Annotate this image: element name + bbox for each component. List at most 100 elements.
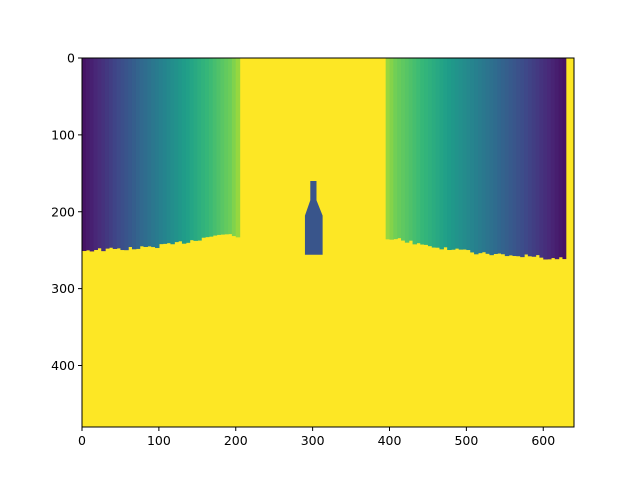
right-depth-gradient-cell	[462, 58, 467, 250]
right-depth-gradient-cell	[508, 58, 514, 256]
y-tick-label: 100	[51, 127, 75, 142]
y-tick-label: 200	[51, 204, 75, 219]
left-depth-gradient-cell	[124, 58, 129, 251]
object-bottle	[304, 181, 323, 255]
left-depth-gradient-cell	[89, 58, 95, 252]
right-depth-gradient-cell	[439, 58, 444, 250]
right-depth-gradient-cell	[547, 58, 552, 260]
left-depth-gradient-cell	[231, 58, 237, 237]
right-depth-gradient-cell	[458, 58, 464, 250]
right-depth-gradient-cell	[527, 58, 533, 257]
right-depth-gradient-cell	[500, 58, 506, 255]
left-depth-gradient-cell	[216, 58, 221, 235]
left-depth-gradient-cell	[128, 58, 133, 248]
right-depth-gradient-cell	[558, 58, 564, 258]
right-depth-gradient-cell	[466, 58, 471, 251]
left-depth-gradient-cell	[174, 58, 179, 243]
right-depth-gradient-cell	[524, 58, 529, 255]
right-depth-gradient-cell	[504, 58, 510, 257]
right-depth-gradient-cell	[427, 58, 433, 247]
left-depth-gradient-cell	[116, 58, 122, 249]
x-tick-label: 300	[301, 433, 325, 448]
right-depth-gradient-cell	[516, 58, 521, 257]
left-depth-gradient-cell	[170, 58, 175, 245]
left-depth-gradient-cell	[97, 58, 102, 249]
left-depth-gradient-cell	[235, 58, 241, 238]
right-depth-gradient-cell	[451, 58, 456, 250]
right-depth-gradient	[385, 58, 567, 260]
left-depth-gradient-cell	[197, 58, 202, 241]
left-depth-gradient	[82, 58, 241, 252]
left-depth-gradient-cell	[224, 58, 229, 235]
right-depth-gradient-cell	[412, 58, 418, 245]
left-depth-gradient-cell	[228, 58, 233, 235]
right-depth-gradient-cell	[477, 58, 483, 254]
left-depth-gradient-cell	[82, 58, 87, 252]
right-depth-gradient-cell	[485, 58, 491, 254]
axes-frame	[81, 57, 575, 428]
right-depth-gradient-cell	[520, 58, 525, 258]
right-depth-gradient-cell	[454, 58, 460, 249]
left-depth-gradient-cell	[201, 58, 206, 238]
left-depth-gradient-cell	[135, 58, 141, 249]
right-depth-gradient-cell	[493, 58, 498, 254]
left-depth-gradient-cell	[120, 58, 125, 251]
left-depth-gradient-cell	[151, 58, 156, 248]
left-depth-gradient-cell	[108, 58, 114, 248]
right-depth-gradient-cell	[474, 58, 479, 255]
right-depth-gradient-cell	[539, 58, 544, 258]
right-depth-gradient-cell	[408, 58, 414, 241]
right-depth-gradient-cell	[389, 58, 394, 240]
left-depth-gradient-cell	[189, 58, 195, 241]
left-depth-gradient-cell	[178, 58, 183, 242]
x-tick-label: 400	[378, 433, 402, 448]
right-depth-gradient-cell	[385, 58, 391, 240]
right-depth-gradient-cell	[424, 58, 429, 245]
left-depth-gradient-cell	[139, 58, 145, 247]
left-depth-gradient-cell	[155, 58, 160, 249]
right-depth-gradient-cell	[554, 58, 560, 260]
right-depth-gradient-cell	[470, 58, 475, 253]
right-depth-gradient-cell	[447, 58, 452, 251]
left-depth-gradient-cell	[193, 58, 198, 241]
right-depth-gradient-cell	[397, 58, 402, 239]
right-depth-gradient-cell	[497, 58, 502, 254]
x-tick-label: 500	[454, 433, 478, 448]
left-depth-gradient-cell	[131, 58, 137, 250]
y-tick-label: 400	[51, 358, 75, 373]
right-depth-gradient-cell	[535, 58, 541, 256]
y-tick-label: 300	[51, 281, 75, 296]
right-depth-gradient-cell	[550, 58, 556, 259]
right-depth-gradient-cell	[401, 58, 406, 241]
x-axis: 0 100 200 300 400 500 600	[78, 427, 555, 448]
x-tick-label: 0	[78, 433, 86, 448]
right-depth-gradient-cell	[431, 58, 437, 248]
left-depth-gradient-cell	[101, 58, 106, 252]
left-depth-gradient-cell	[147, 58, 152, 247]
left-depth-gradient-cell	[181, 58, 187, 244]
left-depth-gradient-cell	[85, 58, 91, 251]
x-tick-label: 200	[224, 433, 248, 448]
left-depth-gradient-cell	[208, 58, 214, 237]
right-depth-gradient-cell	[393, 58, 398, 240]
left-depth-gradient-cell	[166, 58, 172, 244]
left-depth-gradient-cell	[212, 58, 218, 236]
x-tick-label: 100	[147, 433, 171, 448]
left-depth-gradient-cell	[205, 58, 210, 238]
left-depth-gradient-cell	[93, 58, 98, 250]
y-tick-label: 0	[67, 51, 75, 66]
right-depth-gradient-cell	[481, 58, 487, 253]
x-tick-label: 600	[531, 433, 555, 448]
y-axis: 0 100 200 300 400	[51, 51, 82, 373]
right-edge-strip	[566, 58, 574, 427]
right-depth-gradient-cell	[543, 58, 548, 260]
left-depth-gradient-cell	[185, 58, 191, 243]
right-depth-gradient-cell	[404, 58, 410, 243]
left-depth-gradient-cell	[162, 58, 168, 244]
left-depth-gradient-cell	[105, 58, 110, 249]
plot-area	[82, 58, 574, 427]
right-depth-gradient-cell	[531, 58, 537, 257]
right-depth-gradient-cell	[443, 58, 448, 248]
right-depth-gradient-cell	[420, 58, 425, 245]
